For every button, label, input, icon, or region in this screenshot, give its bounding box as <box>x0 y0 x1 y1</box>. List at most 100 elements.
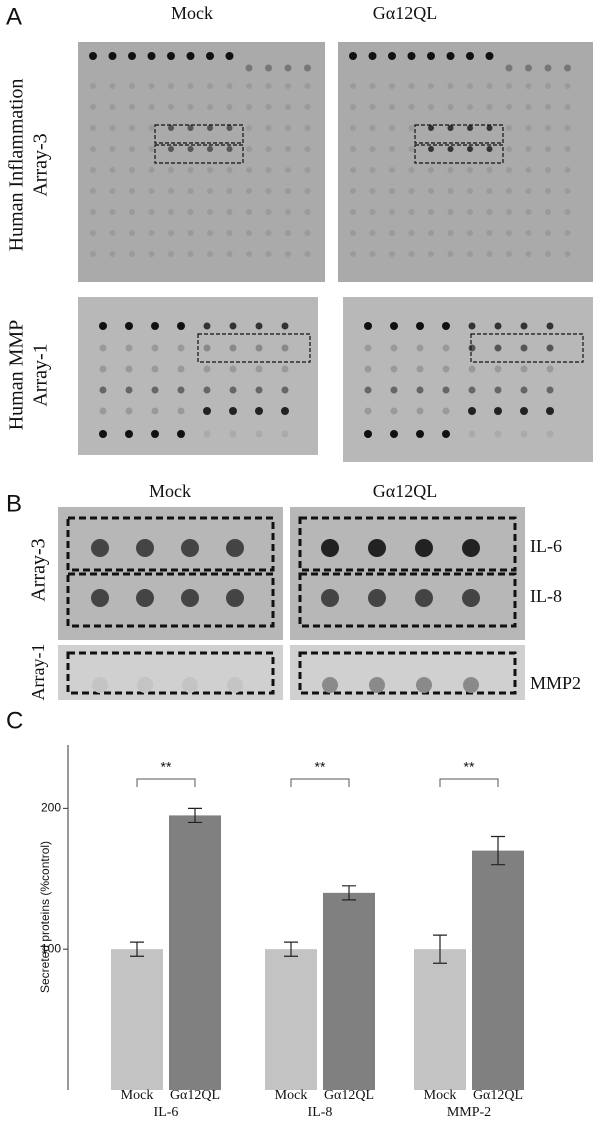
array-spot <box>90 83 96 89</box>
array-spot <box>525 209 532 215</box>
array-spot <box>187 167 194 173</box>
array-spot <box>129 167 135 173</box>
array-spot <box>564 125 571 131</box>
array-spot <box>389 83 395 89</box>
array-spot <box>428 188 434 194</box>
column-label: Mock <box>171 3 213 23</box>
panel-label: B <box>6 490 22 517</box>
array-spot <box>226 104 233 110</box>
array-spot <box>255 344 263 352</box>
x-tick-label: Mock <box>275 1088 308 1103</box>
array-spot <box>207 230 213 236</box>
array-spot <box>167 52 175 60</box>
array-spot <box>369 167 376 173</box>
array-spot <box>467 104 473 110</box>
array-spot <box>129 251 135 257</box>
array-spot <box>494 322 502 330</box>
array-spot <box>125 322 133 330</box>
array-spot <box>416 407 424 415</box>
array-spot <box>182 677 198 693</box>
array-spot <box>520 365 528 373</box>
array-spot <box>109 125 116 131</box>
error-bar <box>433 934 447 964</box>
array-membrane <box>338 42 593 282</box>
array-spot <box>109 230 116 236</box>
array-spot <box>187 83 194 89</box>
highlight-box <box>414 144 504 164</box>
array-spot <box>564 146 571 152</box>
array-spot <box>463 677 479 693</box>
array-spot <box>416 386 424 394</box>
error-bar <box>491 835 505 866</box>
significance-label: ** <box>315 759 326 775</box>
array-spot <box>442 344 450 352</box>
array-spot <box>546 365 554 373</box>
array-spot <box>408 230 415 236</box>
array-spot <box>246 209 252 215</box>
array-spot <box>408 83 415 89</box>
array-spot <box>285 230 291 236</box>
array-spot <box>226 539 244 557</box>
array-spot <box>129 230 135 236</box>
array-spot <box>281 386 289 394</box>
array-spot <box>462 589 480 607</box>
array-spot <box>364 430 372 438</box>
array-spot <box>546 344 554 352</box>
bar <box>414 949 466 1090</box>
array-spot <box>129 146 135 152</box>
category-label: IL-8 <box>308 1105 333 1120</box>
array-spot <box>389 230 395 236</box>
array-spot <box>109 188 116 194</box>
array-spot <box>364 322 372 330</box>
array-spot <box>468 386 476 394</box>
array-spot <box>246 104 252 110</box>
array-spot <box>168 230 174 236</box>
bar <box>323 892 375 1090</box>
array-spot <box>408 209 415 215</box>
array-spot <box>462 539 480 557</box>
array-spot <box>129 125 135 131</box>
array-spot <box>408 104 415 110</box>
array-spot <box>416 430 424 438</box>
array-spot <box>99 407 107 415</box>
array-spot <box>148 209 155 215</box>
bar <box>472 850 524 1090</box>
array-spot <box>109 146 116 152</box>
array-spot <box>442 386 450 394</box>
array-spot <box>187 146 194 152</box>
array-spot <box>136 539 154 557</box>
array-spot <box>90 146 96 152</box>
array-spot <box>281 322 289 330</box>
array-spot <box>545 188 551 194</box>
array-spot <box>99 322 107 330</box>
array-spot <box>467 188 473 194</box>
array-spot <box>207 104 213 110</box>
array-spot <box>226 589 244 607</box>
array-spot <box>207 251 213 257</box>
array-spot <box>151 430 159 438</box>
array-spot <box>442 365 450 373</box>
array-spot <box>203 322 211 330</box>
array-spot <box>447 125 454 131</box>
array-spot <box>467 125 473 131</box>
array-spot <box>368 589 386 607</box>
row-label: Human MMP <box>6 320 28 431</box>
spot-label: IL-6 <box>530 536 562 556</box>
array-spot <box>226 83 233 89</box>
array-spot <box>447 167 454 173</box>
array-spot <box>285 251 291 257</box>
array-spot <box>90 125 96 131</box>
array-membrane <box>78 297 318 455</box>
array-spot <box>90 230 96 236</box>
array-spot <box>486 125 493 131</box>
array-spot <box>525 230 532 236</box>
panel-label: C <box>6 707 23 734</box>
array-spot <box>350 167 356 173</box>
array-spot <box>545 251 551 257</box>
array-spot <box>109 209 116 215</box>
array-spot <box>186 52 195 60</box>
array-spot <box>408 188 415 194</box>
highlight-box <box>298 572 517 628</box>
array-spot <box>390 344 398 352</box>
array-spot <box>322 677 338 693</box>
